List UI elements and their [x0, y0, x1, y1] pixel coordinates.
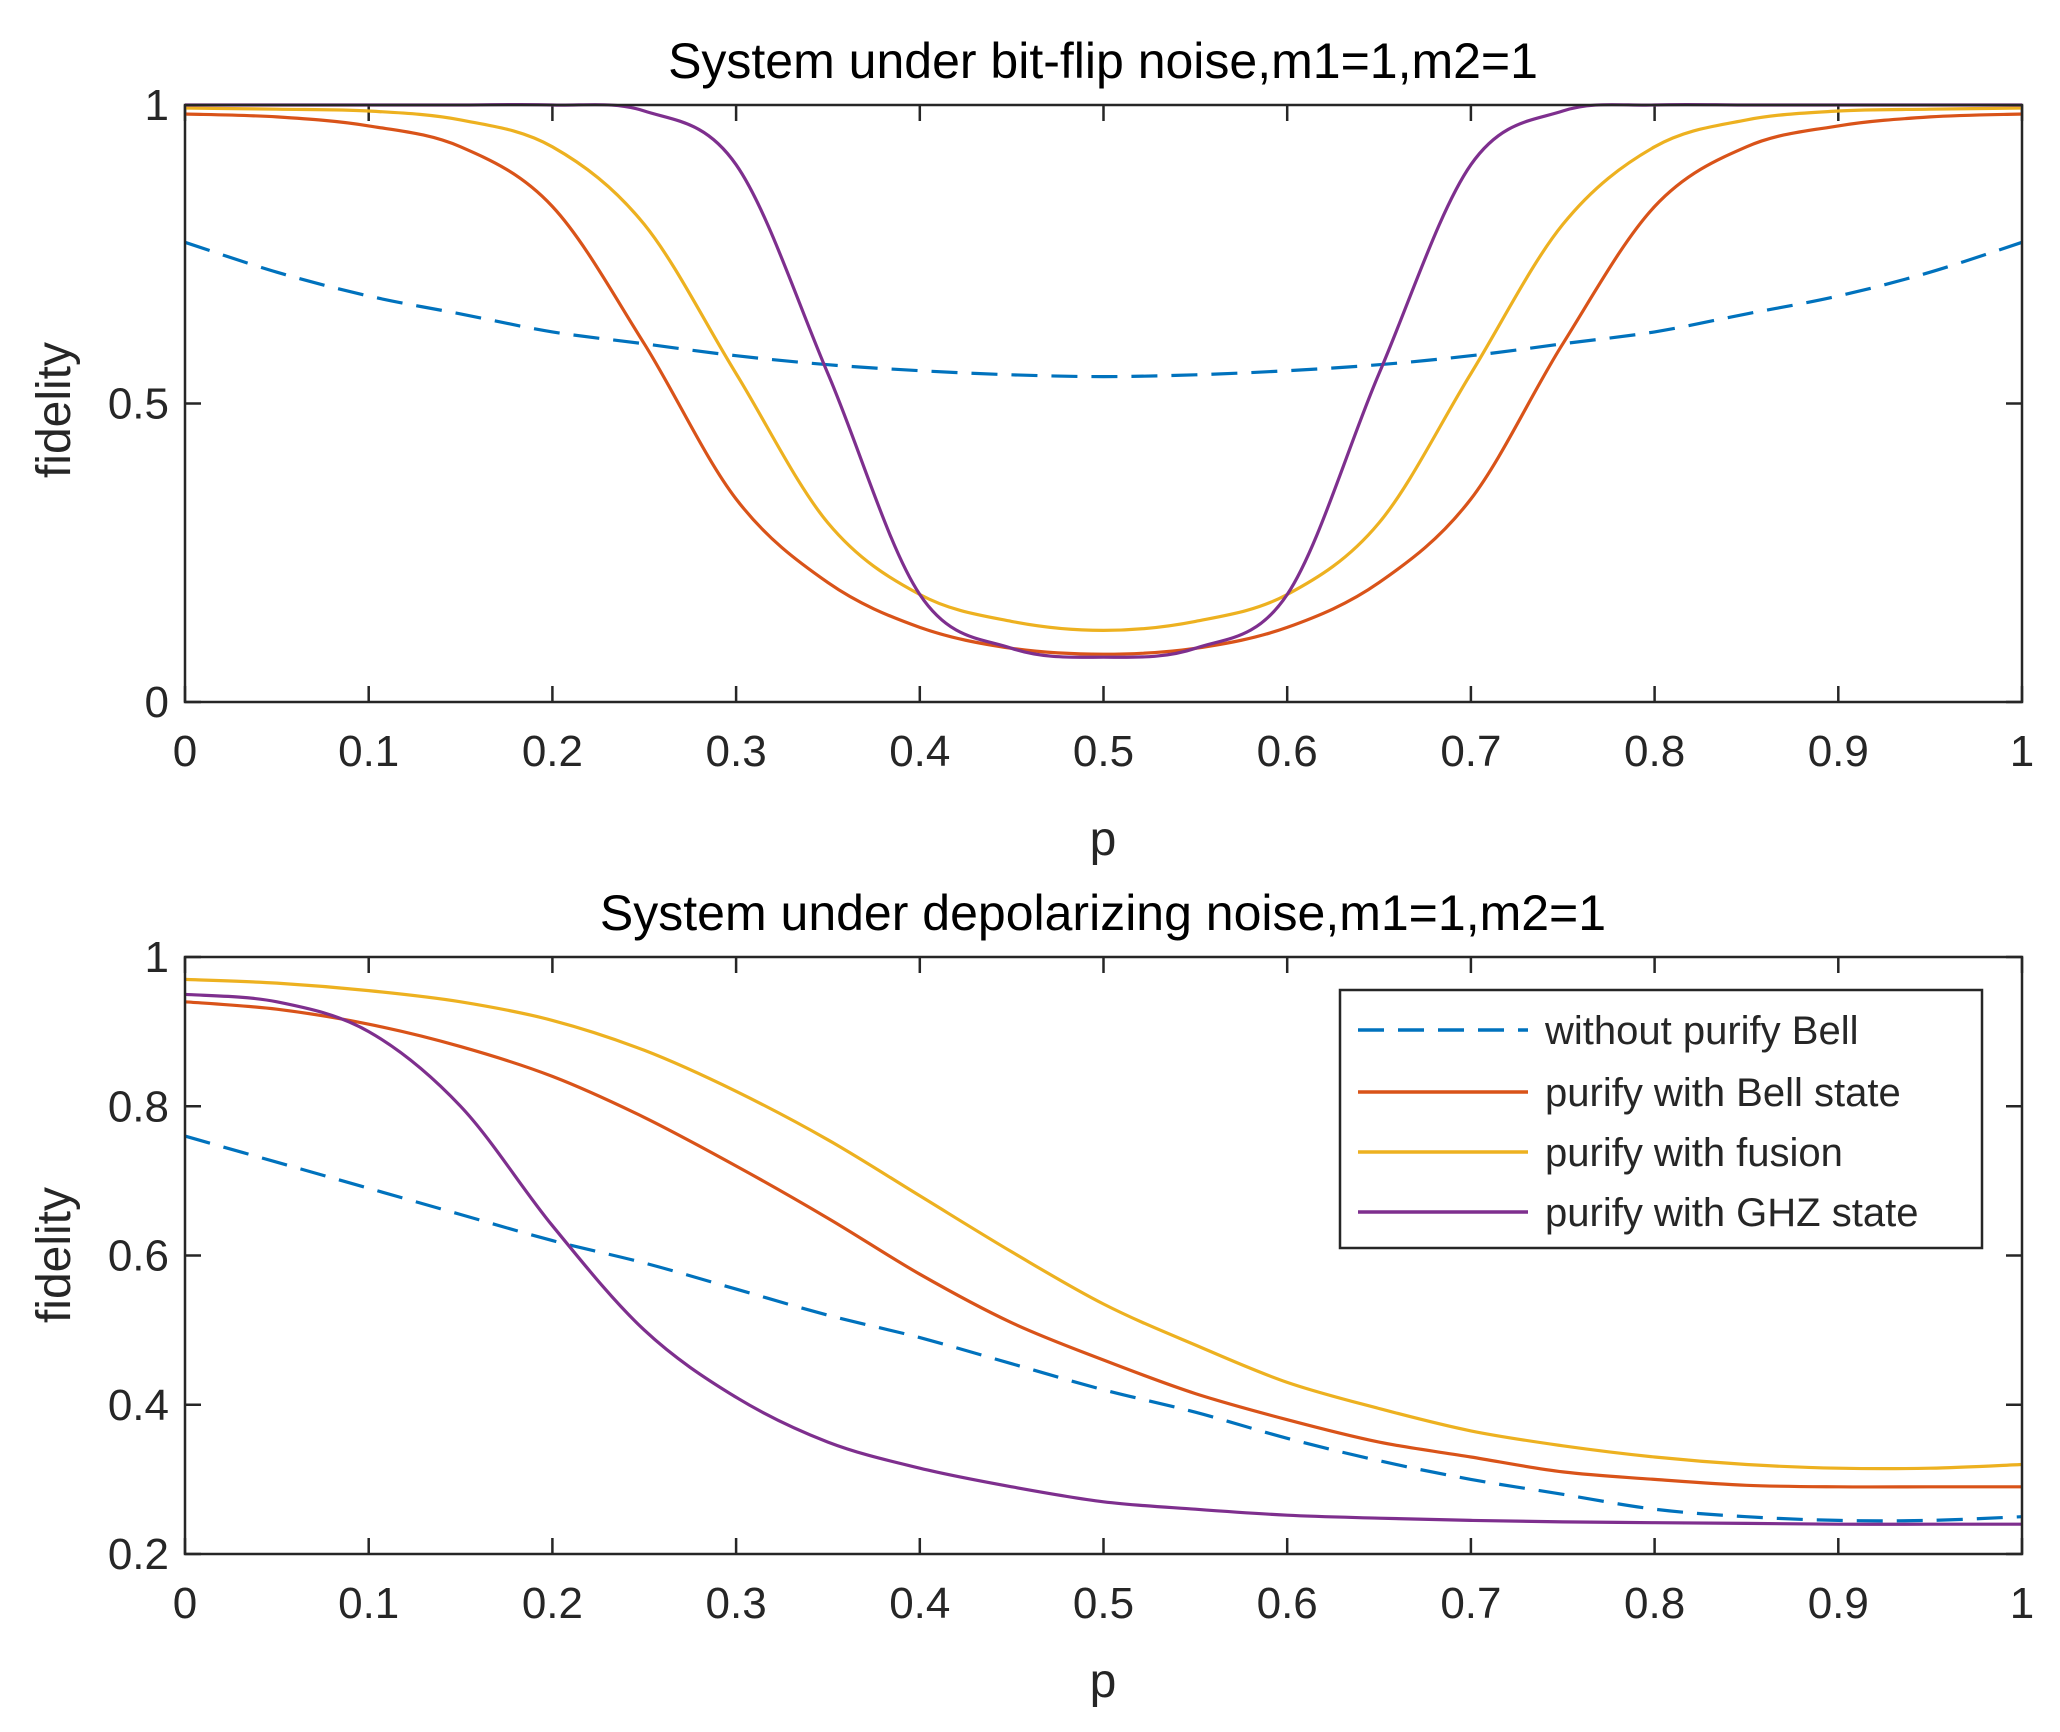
- plot-area-frame: [183, 955, 2024, 1556]
- x-tick-label: 0.7: [1440, 1579, 1501, 1628]
- plot-area-frame: [183, 103, 2024, 704]
- series-line-purify-with-fusion: [184, 977, 2023, 1471]
- series-line-purify-with-fusion: [184, 106, 2023, 632]
- chart-title: System under depolarizing noise,m1=1,m2=…: [600, 885, 1606, 941]
- y-tick-label: 0.2: [108, 1530, 169, 1579]
- x-tick-label: 0.4: [889, 1579, 950, 1628]
- legend-label-purify-with-fusion: purify with fusion: [1545, 1131, 1843, 1175]
- x-tick-label: 1: [2010, 1579, 2034, 1628]
- x-tick-label: 0: [173, 727, 197, 776]
- y-tick-label: 0.8: [108, 1082, 169, 1131]
- x-tick-label: 0.1: [338, 1579, 399, 1628]
- x-axis-label: p: [1090, 813, 1117, 866]
- y-tick-label: 0.6: [108, 1232, 169, 1281]
- series-line-without-purify-bell: [184, 1134, 2023, 1523]
- y-tick-label: 1: [145, 933, 169, 982]
- x-tick-label: 0.3: [706, 1579, 767, 1628]
- chart-title: System under bit-flip noise,m1=1,m2=1: [668, 33, 1538, 89]
- series-line-without-purify-bell: [184, 240, 2023, 379]
- series-line-purify-with-bell-state: [184, 112, 2023, 656]
- x-tick-label: 0: [173, 1579, 197, 1628]
- y-axis-label: fidelity: [28, 342, 81, 478]
- x-tick-label: 0.5: [1073, 1579, 1134, 1628]
- legend-label-purify-with-ghz-state: purify with GHZ state: [1545, 1191, 1918, 1235]
- series-line-purify-with-bell-state: [184, 1000, 2022, 1489]
- legend-box: [1338, 988, 1984, 1250]
- y-tick-label: 1: [145, 81, 169, 130]
- legend-label-without-purify-bell: without purify Bell: [1544, 1009, 1858, 1053]
- y-tick-label: 0: [145, 678, 169, 727]
- x-tick-label: 0.4: [889, 727, 950, 776]
- x-axis-label: p: [1090, 1655, 1117, 1708]
- y-tick-label: 0.4: [108, 1381, 169, 1430]
- depolarizing-chart: System under depolarizing noise,m1=1,m2=…: [28, 885, 2034, 1708]
- x-tick-label: 0.2: [522, 727, 583, 776]
- x-tick-label: 0.8: [1624, 1579, 1685, 1628]
- series-line-purify-with-ghz-state: [184, 992, 2022, 1526]
- x-tick-label: 0.5: [1073, 727, 1134, 776]
- x-tick-label: 0.1: [338, 727, 399, 776]
- x-tick-label: 0.2: [522, 1579, 583, 1628]
- x-tick-label: 1: [2010, 727, 2034, 776]
- y-tick-label: 0.5: [108, 380, 169, 429]
- tick-group: 0 0.1 0.2 0.3 0.4 0.5 0.6 0.7 0.8 0.9 1 0 0.5 1: [108, 81, 2034, 776]
- bit-flip-chart: System under bit-flip noise,m1=1,m2=1 fi…: [28, 33, 2034, 866]
- x-tick-label: 0.6: [1257, 1579, 1318, 1628]
- legend: without purify Bell purify with Bell sta…: [1338, 988, 1984, 1250]
- x-tick-label: 0.8: [1624, 727, 1685, 776]
- x-tick-label: 0.7: [1440, 727, 1501, 776]
- x-tick-label: 0.9: [1808, 727, 1869, 776]
- y-axis-label: fidelity: [28, 1187, 81, 1323]
- legend-label-purify-with-bell-state: purify with Bell state: [1545, 1071, 1901, 1115]
- x-tick-label: 0.3: [706, 727, 767, 776]
- series-group: [184, 977, 2023, 1526]
- x-tick-label: 0.6: [1257, 727, 1318, 776]
- x-tick-label: 0.9: [1808, 1579, 1869, 1628]
